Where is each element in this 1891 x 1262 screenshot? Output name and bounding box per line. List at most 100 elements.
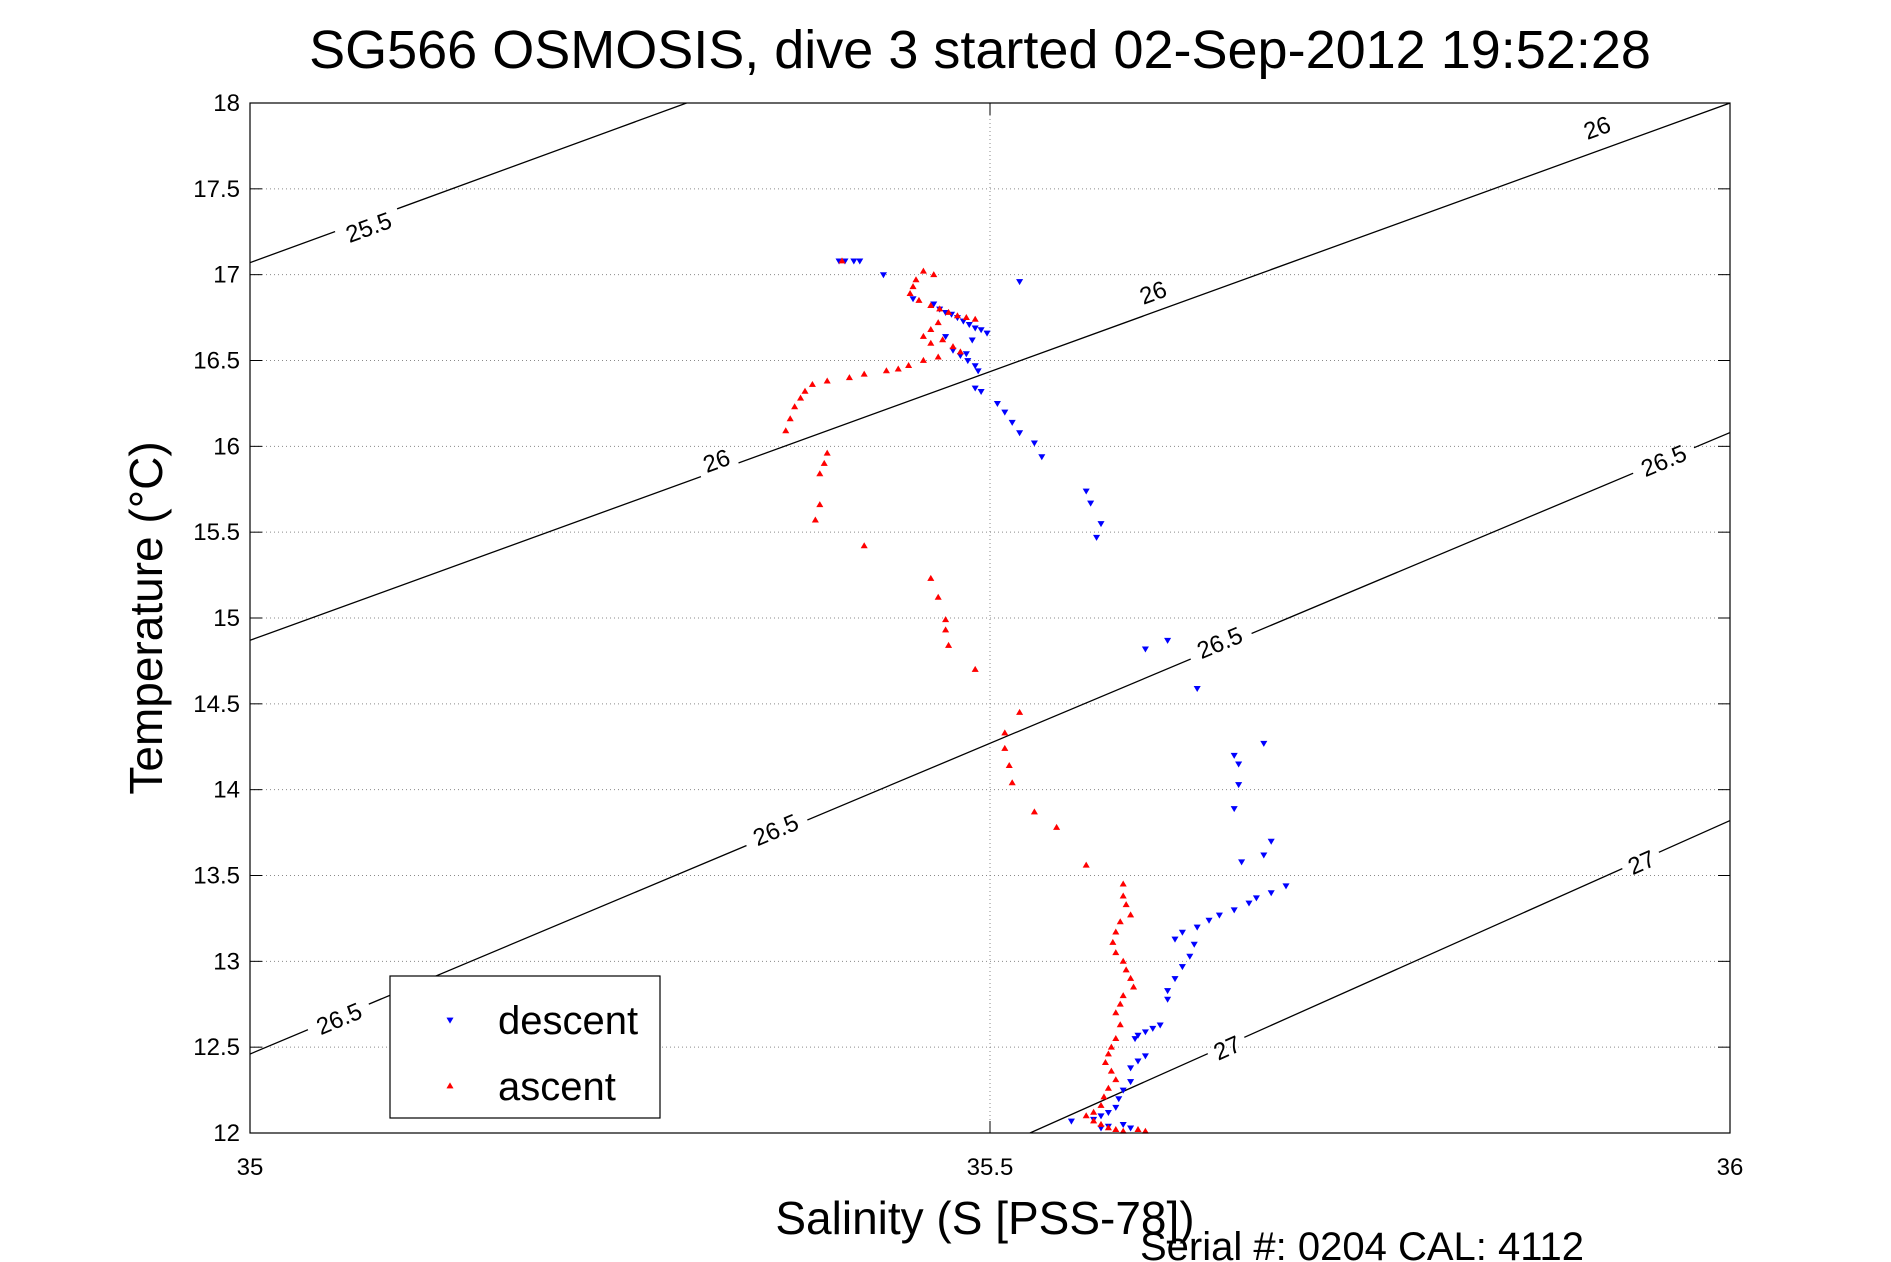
descent-point: [1178, 929, 1186, 936]
ascent-point: [882, 367, 890, 374]
descent-point: [1008, 419, 1016, 426]
ascent-point: [1097, 1120, 1105, 1127]
ascent-point: [906, 289, 914, 296]
descent-point: [1235, 782, 1243, 789]
ascent-point: [1090, 1108, 1098, 1115]
ascent-point: [823, 377, 831, 384]
legend-ascent-label: ascent: [498, 1065, 616, 1109]
descent-point: [930, 301, 938, 308]
x-tick-label: 36: [1717, 1154, 1744, 1181]
y-tick-label: 12.5: [193, 1034, 240, 1061]
descent-point: [1171, 936, 1179, 943]
ascent-point: [1001, 729, 1009, 736]
ascent-point: [1030, 808, 1038, 815]
descent-point: [909, 296, 917, 303]
serial-cal-footer: Serial #: 0204 CAL: 4112: [1140, 1225, 1584, 1262]
descent-point: [1235, 761, 1243, 768]
ascent-point: [1107, 1043, 1115, 1050]
legend-box: [389, 975, 661, 1119]
ascent-point: [820, 459, 828, 466]
ascent-point: [919, 332, 927, 339]
y-tick-label: 18: [213, 90, 240, 117]
descent-point: [879, 272, 887, 279]
ascent-point: [971, 315, 979, 322]
descent-point: [971, 363, 979, 370]
descent-point: [1252, 895, 1260, 902]
ascent-point: [823, 449, 831, 456]
ascent-point: [939, 336, 947, 343]
ascent-point: [1112, 1034, 1120, 1041]
ascent-point: [1122, 966, 1130, 973]
ascent-point: [915, 296, 923, 303]
ascent-point: [934, 353, 942, 360]
ascent-point: [930, 271, 938, 278]
descent-point: [850, 258, 858, 265]
legend-descent-label: descent: [498, 999, 638, 1043]
ascent-point: [797, 394, 805, 401]
ascent-point: [1112, 1125, 1120, 1132]
descent-point: [1119, 1087, 1127, 1094]
ascent-point: [816, 501, 824, 508]
ascent-point: [927, 326, 935, 332]
descent-point: [1082, 488, 1090, 495]
ascent-point: [1090, 1117, 1098, 1124]
descent-point: [971, 385, 979, 392]
y-tick-label: 16.5: [193, 348, 240, 375]
descent-point: [962, 351, 970, 358]
ascent-point: [945, 308, 953, 315]
descent-point: [983, 330, 991, 337]
ascent-point: [945, 641, 953, 648]
y-tick-label: 13: [213, 948, 240, 975]
y-tick-label: 14.5: [193, 691, 240, 718]
legend: descent ascent: [389, 975, 661, 1119]
descent-point: [1205, 917, 1213, 924]
series-descent: [835, 258, 1290, 1132]
legend-descent-marker: [446, 1017, 454, 1024]
descent-point: [1267, 838, 1275, 845]
ascent-point: [1109, 938, 1117, 945]
ascent-point: [1016, 708, 1024, 715]
ascent-point: [905, 362, 913, 369]
ascent-point: [1119, 992, 1127, 999]
descent-point: [1260, 852, 1268, 859]
ascent-point: [811, 516, 819, 523]
ascent-point: [1119, 880, 1127, 887]
x-axis-label: Salinity (S [PSS-78]): [775, 1192, 1194, 1244]
descent-point: [1127, 1079, 1135, 1086]
ascent-point: [1104, 1084, 1112, 1091]
ascent-point: [949, 343, 957, 350]
ascent-point: [894, 365, 902, 372]
ascent-point: [927, 339, 935, 346]
ascent-point: [1082, 1112, 1090, 1119]
descent-point: [1230, 752, 1238, 759]
descent-point: [977, 389, 985, 395]
legend-ascent-symbol: [446, 1082, 454, 1089]
ascent-point: [1127, 974, 1135, 981]
ascent-point: [1082, 861, 1090, 868]
descent-point: [1164, 637, 1172, 644]
y-tick-label: 16: [213, 433, 240, 460]
descent-point: [1141, 1053, 1149, 1060]
ascent-point: [971, 665, 979, 672]
ascent-point: [838, 257, 846, 264]
descent-point: [942, 334, 950, 341]
chart-title: SG566 OSMOSIS, dive 3 started 02-Sep-201…: [309, 20, 1651, 80]
descent-point: [1164, 996, 1172, 1003]
descent-point: [1016, 279, 1024, 286]
ascent-point: [1112, 928, 1120, 935]
descent-point: [1171, 976, 1179, 983]
y-tick-label: 15: [213, 605, 240, 632]
descent-point: [1149, 1025, 1157, 1032]
descent-point: [968, 337, 976, 344]
y-tick-label: 13.5: [193, 863, 240, 890]
descent-point: [1245, 900, 1253, 907]
descent-point: [1193, 924, 1201, 931]
y-tick-label: 15.5: [193, 519, 240, 546]
ascent-point: [782, 427, 790, 434]
ascent-point: [1116, 1021, 1124, 1028]
y-tick-label: 17.5: [193, 176, 240, 203]
descent-point: [1267, 890, 1275, 897]
descent-point: [1190, 941, 1198, 948]
contour-line: [250, 103, 1730, 641]
ascent-point: [927, 301, 935, 308]
